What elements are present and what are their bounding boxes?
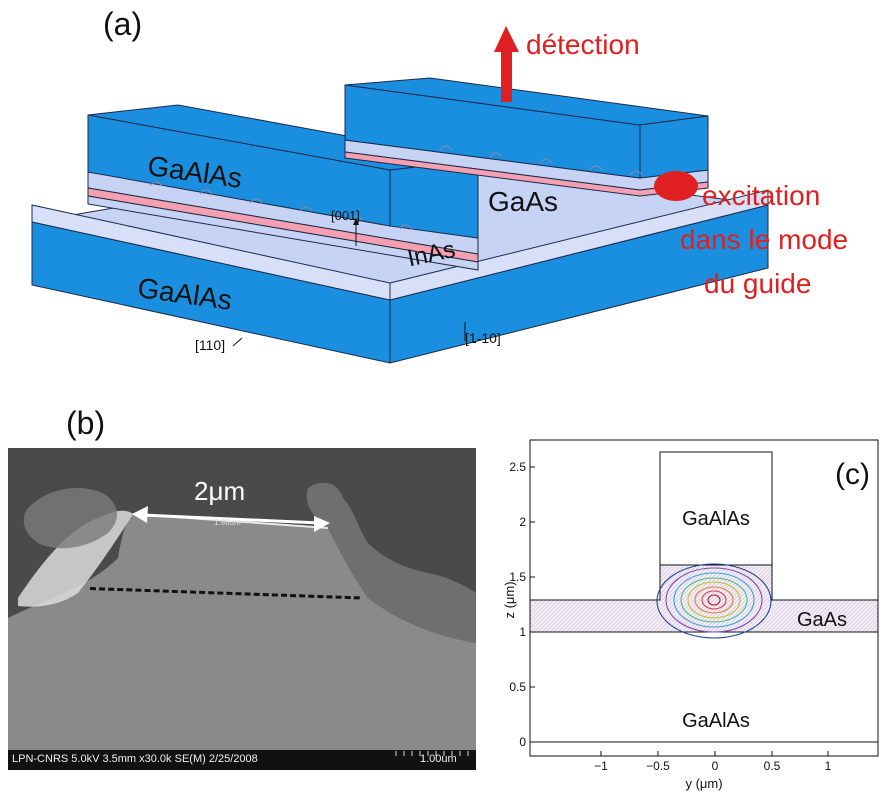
- region-label-bottom: GaAlAs: [682, 710, 750, 732]
- y-axis-tick-labels: 0 0.5 1 1.5 2 2.5: [509, 460, 526, 749]
- waveguide-3d-diagram: [31, 26, 769, 364]
- y-tick-2: 2: [519, 515, 526, 529]
- y-axis-label: z (μm): [502, 581, 517, 618]
- quantum-dots: [149, 145, 643, 230]
- excitation-line-2: dans le mode: [680, 224, 849, 255]
- excitation-label: excitation dans le mode du guide: [680, 174, 848, 306]
- panel-a-label: (a): [103, 6, 143, 42]
- x-axis-ticks: [600, 751, 829, 756]
- excitation-line-1: excitation: [702, 180, 821, 211]
- detection-arrow: [494, 26, 519, 102]
- excitation-spot: [654, 171, 698, 201]
- axis-1m10-label: [1-10]: [465, 330, 501, 346]
- sem-footer-info: LPN-CNRS 5.0kV 3.5mm x30.0k SE(M) 2/25/2…: [12, 753, 258, 765]
- x-axis-tick-labels: −1 −0.5 0 0.5 1: [594, 759, 832, 773]
- axis-001-label: [001]: [331, 208, 360, 223]
- y-tick-1: 1: [519, 625, 526, 639]
- x-tick-1: 1: [825, 759, 832, 773]
- layer-label-gaas: GaAs: [488, 186, 559, 217]
- axis-110-arrow: [232, 337, 243, 347]
- sem-footer-scale: 1.00um: [420, 753, 457, 765]
- y-tick-2.5: 2.5: [509, 460, 526, 474]
- mode-contours: [656, 563, 772, 639]
- y-tick-0: 0: [519, 735, 526, 749]
- y-tick-1.5: 1.5: [509, 570, 526, 584]
- x-tick-0.5: 0.5: [764, 759, 781, 773]
- sem-ridge: [8, 514, 476, 770]
- region-label-top: GaAlAs: [682, 508, 750, 530]
- x-axis-label: y (μm): [685, 776, 722, 791]
- left-ridge-gaas-layer-lower: [87, 195, 479, 271]
- sem-image: [8, 448, 476, 770]
- right-ridge-side: [639, 115, 709, 179]
- sem-scale-ticks: [395, 751, 469, 756]
- sem-footer-bar: [8, 750, 476, 770]
- detection-label: détection: [526, 29, 640, 60]
- x-tick-m0.5: −0.5: [646, 759, 670, 773]
- x-tick-0: 0: [712, 759, 719, 773]
- scale-label: 2μm: [194, 476, 246, 506]
- region-label-gaas: GaAs: [797, 609, 847, 631]
- sem-micrograph: 1.98um 2μm LPN-CNRS 5.0kV 3.5mm x30.0k S…: [8, 448, 476, 770]
- mode-profile-plot: 0 0.5 1 1.5 2 2.5 −1 −0.5 0 0.5 1 y (μm)…: [502, 439, 879, 791]
- scale-double-arrow: [132, 506, 330, 532]
- substrate-cladding-band-side: [389, 189, 769, 301]
- sem-ruler-label: 1.98um: [214, 518, 241, 527]
- y-axis-ticks: [530, 466, 535, 743]
- axis-110-label: [110]: [195, 337, 226, 353]
- panel-b-label: (b): [66, 405, 106, 441]
- panel-c-label: (c): [835, 458, 870, 491]
- sem-right-rough: [306, 482, 476, 643]
- x-tick-m1: −1: [594, 759, 608, 773]
- y-tick-0.5: 0.5: [509, 680, 526, 694]
- excitation-line-3: du guide: [704, 268, 812, 299]
